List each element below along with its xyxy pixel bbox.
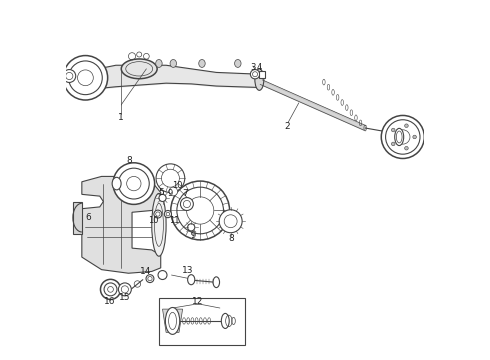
- Text: 8: 8: [228, 234, 234, 243]
- Ellipse shape: [158, 271, 167, 279]
- Text: 7: 7: [182, 189, 188, 198]
- Circle shape: [219, 210, 242, 233]
- Ellipse shape: [156, 59, 162, 67]
- Circle shape: [405, 124, 408, 127]
- Ellipse shape: [188, 275, 195, 285]
- Ellipse shape: [164, 211, 171, 218]
- Ellipse shape: [395, 129, 404, 145]
- Ellipse shape: [159, 194, 166, 202]
- Text: 11: 11: [169, 216, 179, 225]
- Text: 16: 16: [104, 297, 115, 306]
- Text: 8: 8: [126, 157, 132, 166]
- Text: 15: 15: [119, 293, 131, 302]
- Text: 13: 13: [182, 266, 194, 275]
- Circle shape: [392, 142, 395, 146]
- Circle shape: [392, 128, 395, 132]
- Text: 10: 10: [172, 181, 183, 190]
- Polygon shape: [163, 309, 183, 332]
- Text: 1: 1: [119, 113, 124, 122]
- Ellipse shape: [170, 59, 176, 67]
- Text: 5: 5: [158, 188, 164, 197]
- Text: 9: 9: [191, 231, 196, 240]
- Circle shape: [113, 163, 155, 204]
- Ellipse shape: [188, 224, 195, 231]
- Ellipse shape: [154, 210, 162, 218]
- Circle shape: [405, 147, 408, 150]
- Bar: [159, 298, 245, 345]
- Text: 10: 10: [148, 216, 159, 225]
- Circle shape: [180, 198, 194, 211]
- Text: 4: 4: [257, 63, 262, 72]
- Ellipse shape: [235, 59, 241, 67]
- Circle shape: [250, 69, 260, 79]
- Ellipse shape: [166, 307, 180, 334]
- Ellipse shape: [213, 277, 220, 288]
- Circle shape: [171, 181, 230, 240]
- Text: 2: 2: [285, 122, 290, 131]
- Circle shape: [156, 164, 185, 193]
- Circle shape: [119, 283, 131, 296]
- Ellipse shape: [199, 59, 205, 67]
- Text: 9: 9: [167, 189, 172, 198]
- Text: 3: 3: [250, 63, 256, 72]
- Ellipse shape: [221, 314, 229, 328]
- Ellipse shape: [255, 69, 264, 90]
- Polygon shape: [73, 202, 82, 234]
- Circle shape: [63, 55, 108, 100]
- Circle shape: [169, 187, 177, 196]
- Bar: [259, 71, 265, 78]
- Circle shape: [100, 279, 121, 300]
- Circle shape: [381, 116, 424, 158]
- Circle shape: [63, 69, 76, 82]
- Ellipse shape: [152, 193, 166, 256]
- Polygon shape: [82, 176, 161, 273]
- Ellipse shape: [112, 177, 121, 190]
- Ellipse shape: [122, 59, 157, 79]
- Text: 14: 14: [140, 267, 151, 276]
- Circle shape: [413, 135, 416, 139]
- Text: 6: 6: [85, 213, 91, 222]
- Text: 12: 12: [192, 297, 203, 306]
- Ellipse shape: [146, 275, 154, 283]
